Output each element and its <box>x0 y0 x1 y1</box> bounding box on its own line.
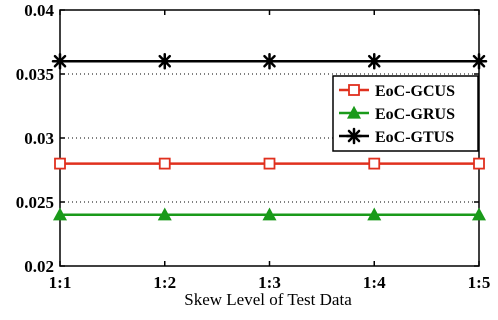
data-point-asterisk <box>156 52 173 70</box>
data-point-triangle <box>471 207 487 221</box>
data-point-square <box>54 157 66 170</box>
series-layer <box>51 52 488 221</box>
y-tick-label: 0.02 <box>24 257 54 276</box>
data-point-asterisk <box>345 127 363 145</box>
data-point-triangle <box>52 207 68 221</box>
data-point-square <box>263 157 276 170</box>
data-point-triangle <box>262 207 277 221</box>
asterisk-stroke <box>367 54 381 68</box>
legend: EoC-GCUS EoC-GRUS EoC-GTUS <box>332 75 479 152</box>
asterisk-stroke <box>158 54 172 68</box>
y-tick-label: 0.03 <box>24 129 54 148</box>
x-axis-label: Skew Level of Test Data <box>184 290 352 309</box>
y-tick-label: 0.04 <box>24 1 54 20</box>
x-tick-label: 1:2 <box>153 273 176 292</box>
axes: 0.02 0.025 0.03 0.035 0.04 1:1 1:2 1:3 1:4 1:5 <box>16 1 491 292</box>
data-point-square <box>158 157 171 170</box>
data-point-asterisk <box>51 52 69 70</box>
data-point-square <box>348 84 360 96</box>
legend-label: EoC-GTUS <box>375 129 454 146</box>
legend-label: EoC-GRUS <box>375 106 455 123</box>
asterisk-stroke <box>263 54 276 68</box>
asterisk-stroke <box>472 54 486 68</box>
data-point-square <box>368 157 381 170</box>
asterisk-stroke <box>53 54 67 68</box>
x-tick-label: 1:3 <box>258 273 281 292</box>
data-point-triangle <box>346 105 362 119</box>
data-point-triangle <box>367 207 382 221</box>
data-point-asterisk <box>470 52 488 70</box>
asterisk-stroke <box>347 129 361 143</box>
data-point-asterisk <box>261 52 278 70</box>
data-point-triangle <box>157 207 172 221</box>
data-point-square <box>473 157 485 170</box>
y-tick-label: 0.035 <box>16 65 54 84</box>
y-tick-label: 0.025 <box>16 193 54 212</box>
legend-label: EoC-GCUS <box>375 83 455 100</box>
x-tick-label: 1:4 <box>363 273 386 292</box>
x-tick-label: 1:5 <box>468 273 491 292</box>
x-tick-label: 1:1 <box>49 273 72 292</box>
data-point-asterisk <box>366 52 383 70</box>
